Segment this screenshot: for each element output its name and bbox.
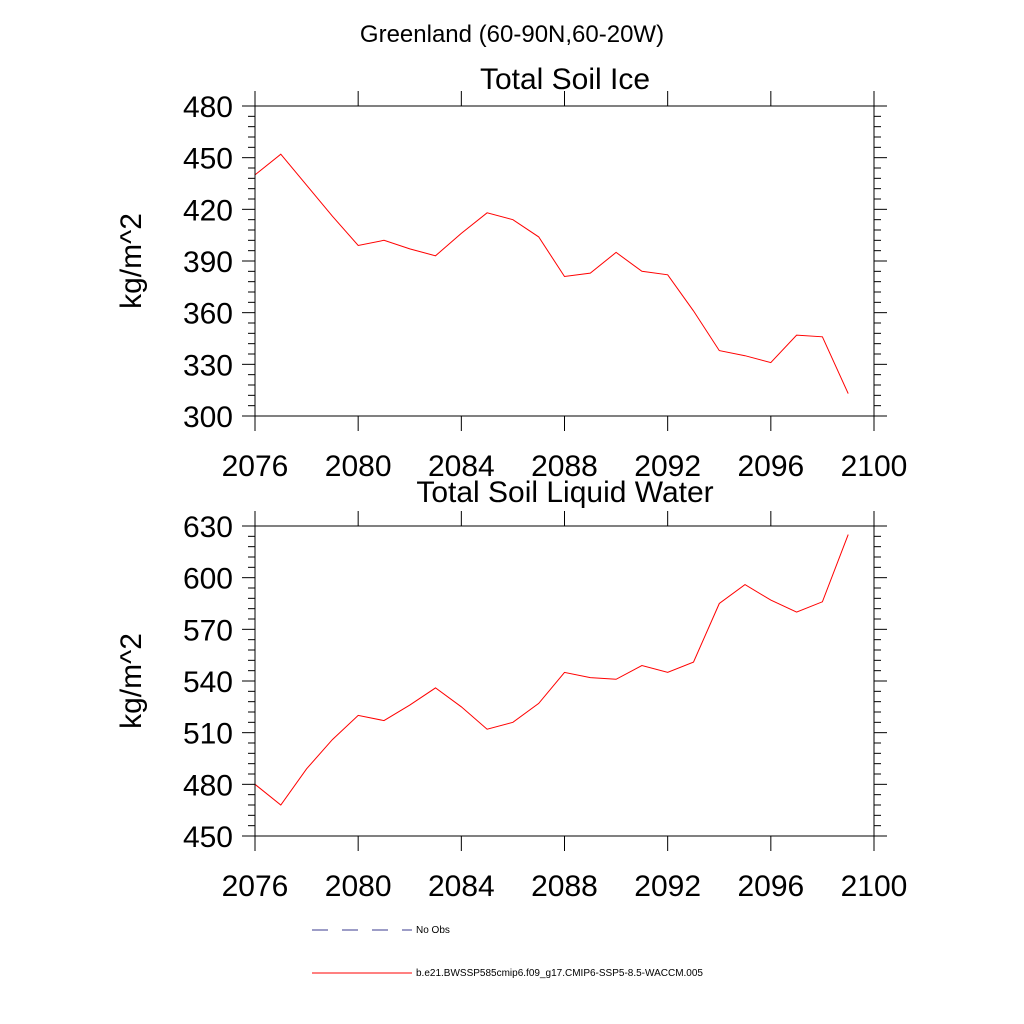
legend: No Obs b.e21.BWSSP585cmip6.f09_g17.CMIP6… — [312, 925, 703, 979]
panel-title: Total Soil Ice — [480, 63, 650, 96]
legend-entry-no-obs: No Obs — [312, 925, 450, 936]
y-tick-label: 570 — [183, 614, 233, 647]
x-tick-label: 2084 — [428, 450, 495, 483]
y-axis-label: kg/m^2 — [115, 213, 148, 309]
panel-total-soil-ice: Total Soil Ice kg/m^2 2076 2080 2084 2088 20… — [115, 63, 907, 483]
y-tick-label: 360 — [183, 298, 233, 331]
legend-label: b.e21.BWSSP585cmip6.f09_g17.CMIP6-SSP5-8… — [416, 968, 703, 979]
panel-title: Total Soil Liquid Water — [416, 476, 713, 509]
y-tick-label: 450 — [183, 821, 233, 854]
x-tick-label: 2092 — [634, 450, 701, 483]
x-tick-label: 2076 — [222, 870, 289, 903]
tick-labels: 2076 2080 2084 2088 2092 2096 2100 450 480 510 540… — [183, 511, 907, 903]
y-tick-label: 480 — [183, 769, 233, 802]
y-tick-label: 450 — [183, 143, 233, 176]
legend-label: No Obs — [416, 925, 450, 936]
series-line — [254, 153, 849, 394]
x-tick-label: 2076 — [222, 450, 289, 483]
panel-total-soil-liquid-water: Total Soil Liquid Water kg/m^2 2076 2080 2… — [115, 476, 907, 903]
x-tick-label: 2100 — [841, 450, 908, 483]
x-tick-label: 2096 — [737, 450, 804, 483]
y-tick-label: 600 — [183, 563, 233, 596]
y-tick-label: 510 — [183, 718, 233, 751]
series-lines — [254, 534, 849, 806]
legend-entry-model-run: b.e21.BWSSP585cmip6.f09_g17.CMIP6-SSP5-8… — [312, 968, 703, 979]
y-tick-label: 540 — [183, 666, 233, 699]
series-line — [254, 534, 849, 806]
x-tick-label: 2088 — [531, 450, 598, 483]
x-tick-label: 2088 — [531, 870, 598, 903]
series-lines — [254, 153, 849, 394]
y-tick-label: 330 — [183, 349, 233, 382]
y-tick-label: 480 — [183, 91, 233, 124]
x-tick-label: 2080 — [325, 450, 392, 483]
y-tick-label: 390 — [183, 246, 233, 279]
x-tick-label: 2084 — [428, 870, 495, 903]
axis-ticks — [242, 91, 887, 431]
x-tick-label: 2096 — [737, 870, 804, 903]
y-axis-label: kg/m^2 — [115, 633, 148, 729]
y-tick-label: 420 — [183, 194, 233, 227]
figure-title: Greenland (60-90N,60-20W) — [360, 21, 664, 48]
plot-frame — [254, 105, 875, 417]
plot-frame — [254, 525, 875, 837]
y-tick-label: 630 — [183, 511, 233, 544]
x-tick-label: 2100 — [841, 870, 908, 903]
y-tick-label: 300 — [183, 401, 233, 434]
x-tick-label: 2092 — [634, 870, 701, 903]
axis-ticks — [242, 511, 887, 851]
tick-labels: 2076 2080 2084 2088 2092 2096 2100 300 330 360 390… — [183, 91, 907, 483]
x-tick-label: 2080 — [325, 870, 392, 903]
